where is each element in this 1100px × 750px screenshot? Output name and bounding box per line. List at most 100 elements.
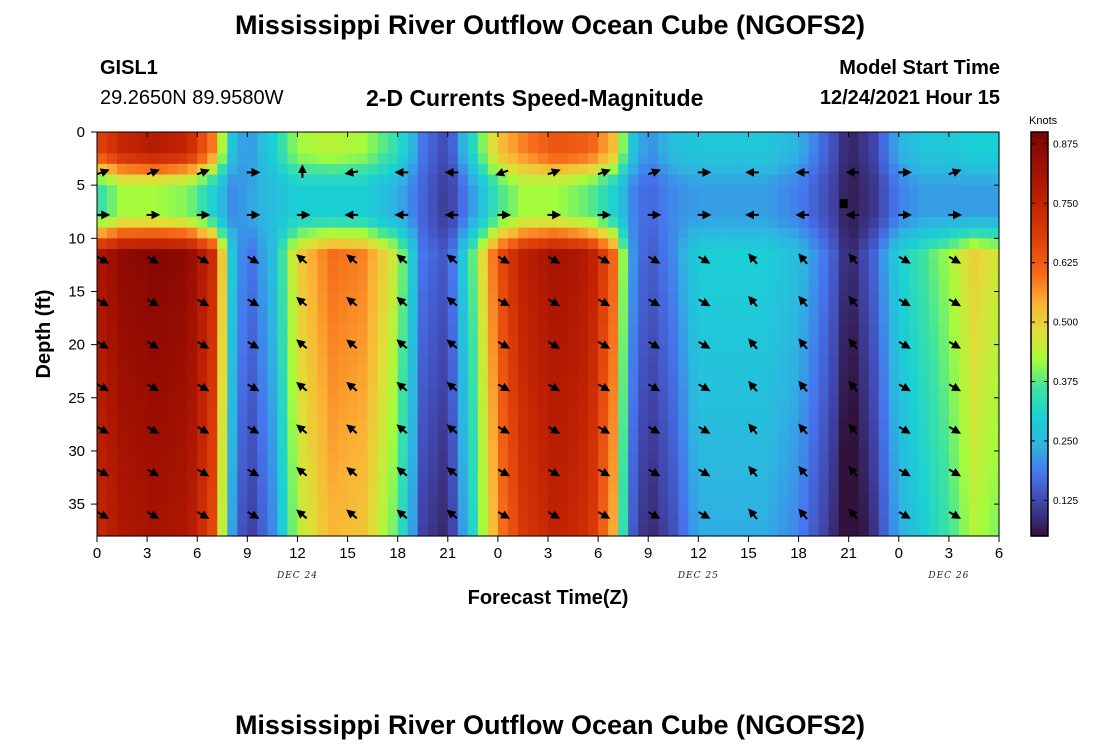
heatmap-cell bbox=[798, 132, 810, 144]
heatmap-cell bbox=[708, 217, 719, 229]
heatmap-cell bbox=[457, 419, 469, 431]
heatmap-cell bbox=[818, 482, 830, 495]
heatmap-cell bbox=[798, 440, 810, 452]
heatmap-cell bbox=[928, 514, 940, 526]
heatmap-cell bbox=[227, 493, 238, 505]
heatmap-cell bbox=[658, 280, 669, 293]
heatmap-cell bbox=[578, 419, 589, 431]
heatmap-cell bbox=[427, 419, 439, 431]
heatmap-cell bbox=[608, 514, 619, 526]
heatmap-cell bbox=[157, 419, 168, 431]
heatmap-cell bbox=[357, 185, 369, 197]
heatmap-cell bbox=[237, 334, 248, 346]
heatmap-cell bbox=[938, 323, 950, 335]
heatmap-cell bbox=[497, 482, 509, 495]
heatmap-cell bbox=[878, 504, 890, 516]
heatmap-cell bbox=[688, 174, 699, 186]
heatmap-cell bbox=[728, 323, 740, 335]
heatmap-cell bbox=[678, 429, 689, 441]
heatmap-cell bbox=[658, 450, 669, 463]
heatmap-cell bbox=[918, 174, 930, 186]
heatmap-cell bbox=[237, 525, 248, 537]
heatmap-cell bbox=[658, 525, 669, 537]
heatmap-cell bbox=[828, 419, 840, 431]
heatmap-cell bbox=[928, 142, 940, 154]
heatmap-cell bbox=[988, 312, 1000, 324]
current-arrow bbox=[948, 340, 962, 349]
heatmap-cell bbox=[708, 461, 719, 473]
heatmap-cell bbox=[507, 259, 519, 271]
heatmap-cell bbox=[948, 238, 960, 250]
heatmap-cell bbox=[848, 387, 860, 399]
heatmap-cell bbox=[758, 472, 770, 484]
heatmap-cell bbox=[377, 238, 389, 250]
colorbar-segment bbox=[1031, 502, 1048, 507]
heatmap-cell bbox=[117, 376, 128, 388]
heatmap-cell bbox=[497, 217, 509, 229]
heatmap-cell bbox=[327, 472, 339, 484]
heatmap-cell bbox=[898, 302, 910, 314]
heatmap-cell bbox=[918, 504, 930, 516]
heatmap-cell bbox=[638, 185, 649, 197]
heatmap-cell bbox=[768, 259, 780, 271]
heatmap-cell bbox=[167, 280, 178, 293]
heatmap-cell bbox=[497, 514, 509, 526]
heatmap-cell bbox=[487, 334, 499, 346]
heatmap-cell bbox=[938, 387, 950, 399]
heatmap-cell bbox=[157, 174, 168, 186]
heatmap-cell bbox=[888, 163, 900, 176]
heatmap-cell bbox=[928, 248, 940, 261]
heatmap-cell bbox=[247, 206, 258, 218]
heatmap-cell bbox=[117, 387, 128, 399]
colorbar-segment bbox=[1031, 303, 1048, 308]
heatmap-cell bbox=[978, 174, 990, 186]
heatmap-cell bbox=[287, 153, 299, 165]
heatmap-cell bbox=[367, 387, 379, 399]
heatmap-cell bbox=[838, 429, 850, 441]
heatmap-cell bbox=[407, 419, 419, 431]
heatmap-cell bbox=[497, 334, 509, 346]
heatmap-cell bbox=[758, 525, 770, 537]
heatmap-cell bbox=[217, 312, 228, 324]
heatmap-cell bbox=[507, 323, 519, 335]
heatmap-cell bbox=[818, 248, 830, 261]
heatmap-cell bbox=[868, 334, 880, 346]
heatmap-cell bbox=[838, 142, 850, 154]
heatmap-cell bbox=[888, 227, 900, 239]
heatmap-cell bbox=[778, 408, 790, 420]
heatmap-cell bbox=[688, 206, 699, 218]
heatmap-cell bbox=[217, 344, 228, 356]
heatmap-cell bbox=[467, 291, 479, 303]
heatmap-cell bbox=[117, 397, 128, 410]
heatmap-cell bbox=[728, 142, 740, 154]
heatmap-cell bbox=[688, 472, 699, 484]
colorbar-segment bbox=[1031, 529, 1048, 534]
heatmap-cell bbox=[287, 482, 299, 495]
heatmap-cell bbox=[738, 302, 750, 314]
heatmap-cell bbox=[367, 344, 379, 356]
heatmap-cell bbox=[918, 132, 930, 144]
heatmap-cell bbox=[327, 238, 339, 250]
heatmap-cell bbox=[628, 440, 639, 452]
current-arrow bbox=[748, 253, 758, 265]
heatmap-cell bbox=[257, 514, 268, 526]
heatmap-cell bbox=[728, 280, 740, 293]
heatmap-cell bbox=[988, 227, 1000, 239]
x-tick-label: 12 bbox=[289, 545, 306, 562]
current-arrow bbox=[798, 338, 808, 350]
heatmap-cell bbox=[97, 344, 108, 356]
heatmap-cell bbox=[638, 291, 649, 303]
heatmap-cell bbox=[287, 132, 299, 144]
heatmap-cell bbox=[638, 227, 649, 239]
heatmap-cell bbox=[427, 397, 439, 410]
heatmap-cell bbox=[307, 334, 319, 346]
heatmap-cell bbox=[147, 461, 158, 473]
heatmap-cell bbox=[738, 280, 750, 293]
heatmap-cell bbox=[908, 280, 920, 293]
heatmap-cell bbox=[257, 132, 268, 144]
heatmap-cell bbox=[888, 259, 900, 271]
current-arrow bbox=[647, 168, 661, 177]
heatmap-cell bbox=[247, 419, 258, 431]
heatmap-cell bbox=[517, 259, 529, 271]
heatmap-cell bbox=[447, 493, 459, 505]
